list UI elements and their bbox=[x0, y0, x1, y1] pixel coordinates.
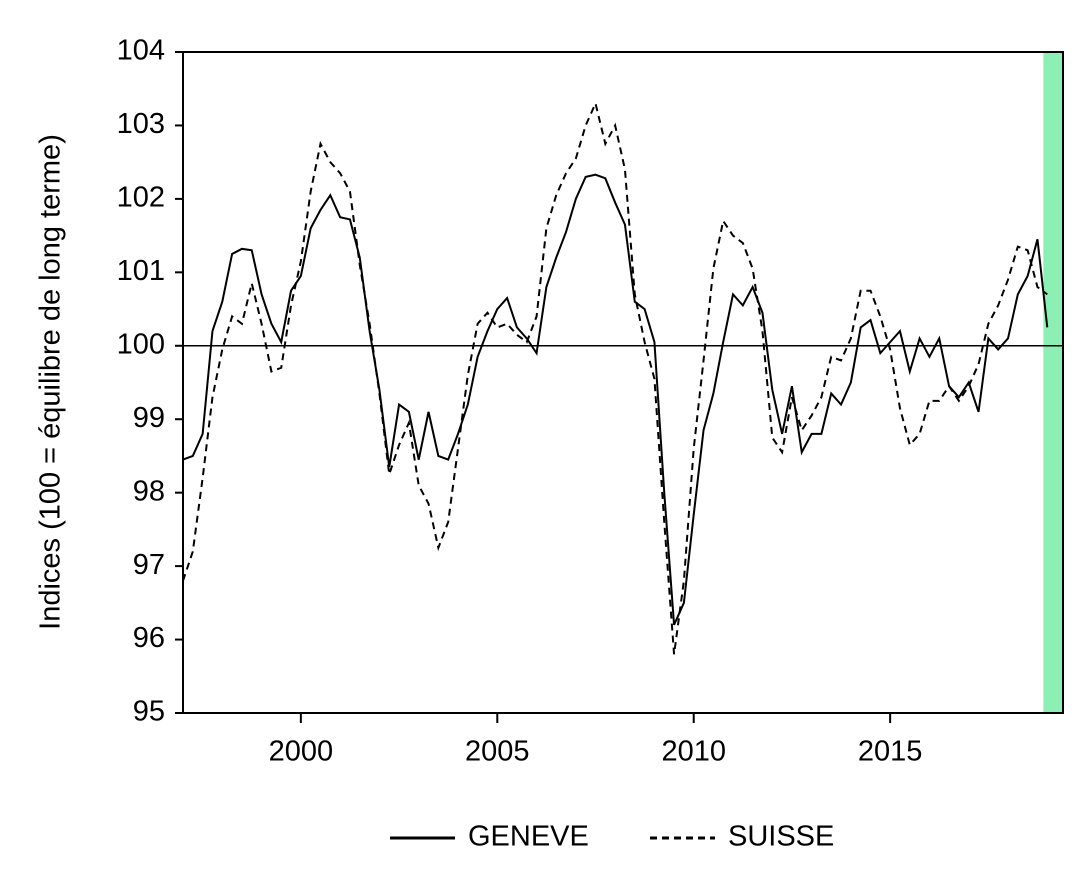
shaded-region bbox=[1043, 52, 1063, 713]
y-tick-label: 97 bbox=[133, 549, 165, 581]
y-tick-label: 99 bbox=[133, 402, 165, 434]
legend-label: GENEVE bbox=[468, 821, 589, 853]
y-tick-label: 102 bbox=[117, 182, 165, 214]
y-tick-label: 96 bbox=[133, 622, 165, 654]
y-axis-label: Indices (100 = équilibre de long terme) bbox=[35, 134, 67, 630]
legend-label: SUISSE bbox=[728, 821, 834, 853]
x-tick-label: 2005 bbox=[465, 736, 530, 768]
y-tick-label: 98 bbox=[133, 475, 165, 507]
y-tick-label: 101 bbox=[117, 255, 165, 287]
series-line bbox=[182, 173, 1049, 626]
y-tick-label: 103 bbox=[117, 108, 165, 140]
x-tick-label: 2015 bbox=[858, 736, 923, 768]
x-tick-label: 2010 bbox=[661, 736, 726, 768]
plot-frame bbox=[182, 51, 1064, 714]
y-tick-label: 95 bbox=[133, 696, 165, 728]
y-tick-label: 100 bbox=[117, 328, 165, 360]
series-line bbox=[182, 100, 1048, 655]
x-tick-label: 2000 bbox=[269, 736, 334, 768]
y-tick-label: 104 bbox=[117, 35, 165, 67]
